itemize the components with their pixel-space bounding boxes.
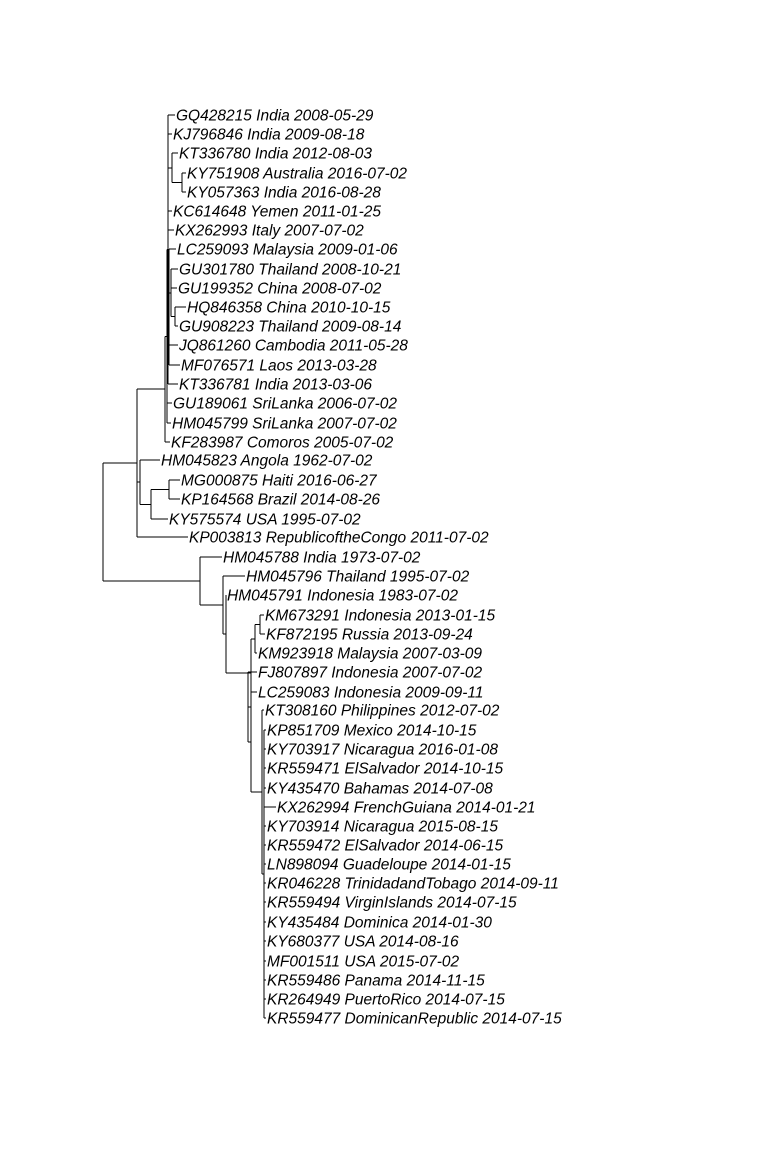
tip-label: KR559494 VirginIslands 2014-07-15 (267, 895, 517, 912)
tip-label: KR559471 ElSalvador 2014-10-15 (267, 761, 503, 778)
tip-label: KX262994 FrenchGuiana 2014-01-21 (277, 800, 536, 817)
tip-label: GU199352 China 2008-07-02 (178, 281, 382, 298)
tip-label: KP164568 Brazil 2014-08-26 (181, 492, 380, 509)
tip-label: KP851709 Mexico 2014-10-15 (267, 723, 477, 740)
tip-label: MF001511 USA 2015-07-02 (267, 954, 460, 971)
tip-label: KR264949 PuertoRico 2014-07-15 (267, 992, 505, 1009)
tip-label: KY680377 USA 2014-08-16 (267, 934, 459, 951)
tip-label: KC614648 Yemen 2011-01-25 (173, 204, 381, 221)
tip-label: HM045799 SriLanka 2007-07-02 (172, 416, 397, 433)
tip-label: KP003813 RepublicoftheCongo 2011-07-02 (189, 530, 489, 547)
tip-label: KY575574 USA 1995-07-02 (169, 512, 361, 529)
tip-label: HM045791 Indonesia 1983-07-02 (227, 588, 458, 605)
tip-label: KR559472 ElSalvador 2014-06-15 (267, 838, 503, 855)
tip-label: KR559486 Panama 2014-11-15 (267, 973, 485, 990)
tip-label: KY435470 Bahamas 2014-07-08 (267, 781, 493, 798)
tip-label: GU189061 SriLanka 2006-07-02 (173, 396, 397, 413)
tip-label: KY435484 Dominica 2014-01-30 (267, 915, 492, 932)
tip-label: LN898094 Guadeloupe 2014-01-15 (267, 857, 511, 874)
tip-label: GQ428215 India 2008-05-29 (176, 108, 374, 125)
tip-label: KM673291 Indonesia 2013-01-15 (265, 608, 495, 625)
tip-label: KF872195 Russia 2013-09-24 (266, 627, 473, 644)
tip-label: KR046228 TrinidadandTobago 2014-09-11 (267, 876, 559, 893)
tip-label: KY703914 Nicaragua 2015-08-15 (267, 819, 498, 836)
tip-label: FJ807897 Indonesia 2007-07-02 (258, 665, 482, 682)
tip-label: KT336781 India 2013-03-06 (179, 377, 372, 394)
tip-label: KF283987 Comoros 2005-07-02 (171, 435, 394, 452)
tip-label: KY751908 Australia 2016-07-02 (187, 166, 407, 183)
tip-label: KM923918 Malaysia 2007-03-09 (258, 646, 482, 663)
tip-label: HQ846358 China 2010-10-15 (187, 300, 391, 317)
tip-label: KJ796846 India 2009-08-18 (173, 127, 365, 144)
tip-label: KR559477 DominicanRepublic 2014-07-15 (267, 1011, 562, 1028)
tip-label: MG000875 Haiti 2016-06-27 (181, 473, 378, 490)
tip-label: KY057363 India 2016-08-28 (187, 185, 381, 202)
tip-label: MF076571 Laos 2013-03-28 (181, 358, 377, 375)
tip-label: LC259083 Indonesia 2009-09-11 (258, 685, 484, 702)
tip-label: KY703917 Nicaragua 2016-01-08 (267, 742, 498, 759)
tip-label: KT308160 Philippines 2012-07-02 (265, 703, 500, 720)
tip-label: GU908223 Thailand 2009-08-14 (179, 319, 402, 336)
tip-label: JQ861260 Cambodia 2011-05-28 (178, 338, 408, 355)
tip-label: HM045796 Thailand 1995-07-02 (246, 569, 470, 586)
tip-label: KX262993 Italy 2007-07-02 (175, 223, 364, 240)
tip-label: KT336780 India 2012-08-03 (179, 146, 372, 163)
tip-label: LC259093 Malaysia 2009-01-06 (177, 242, 398, 259)
tip-label: HM045823 Angola 1962-07-02 (161, 453, 373, 470)
tip-label: HM045788 India 1973-07-02 (223, 550, 421, 567)
tip-label: GU301780 Thailand 2008-10-21 (179, 262, 401, 279)
